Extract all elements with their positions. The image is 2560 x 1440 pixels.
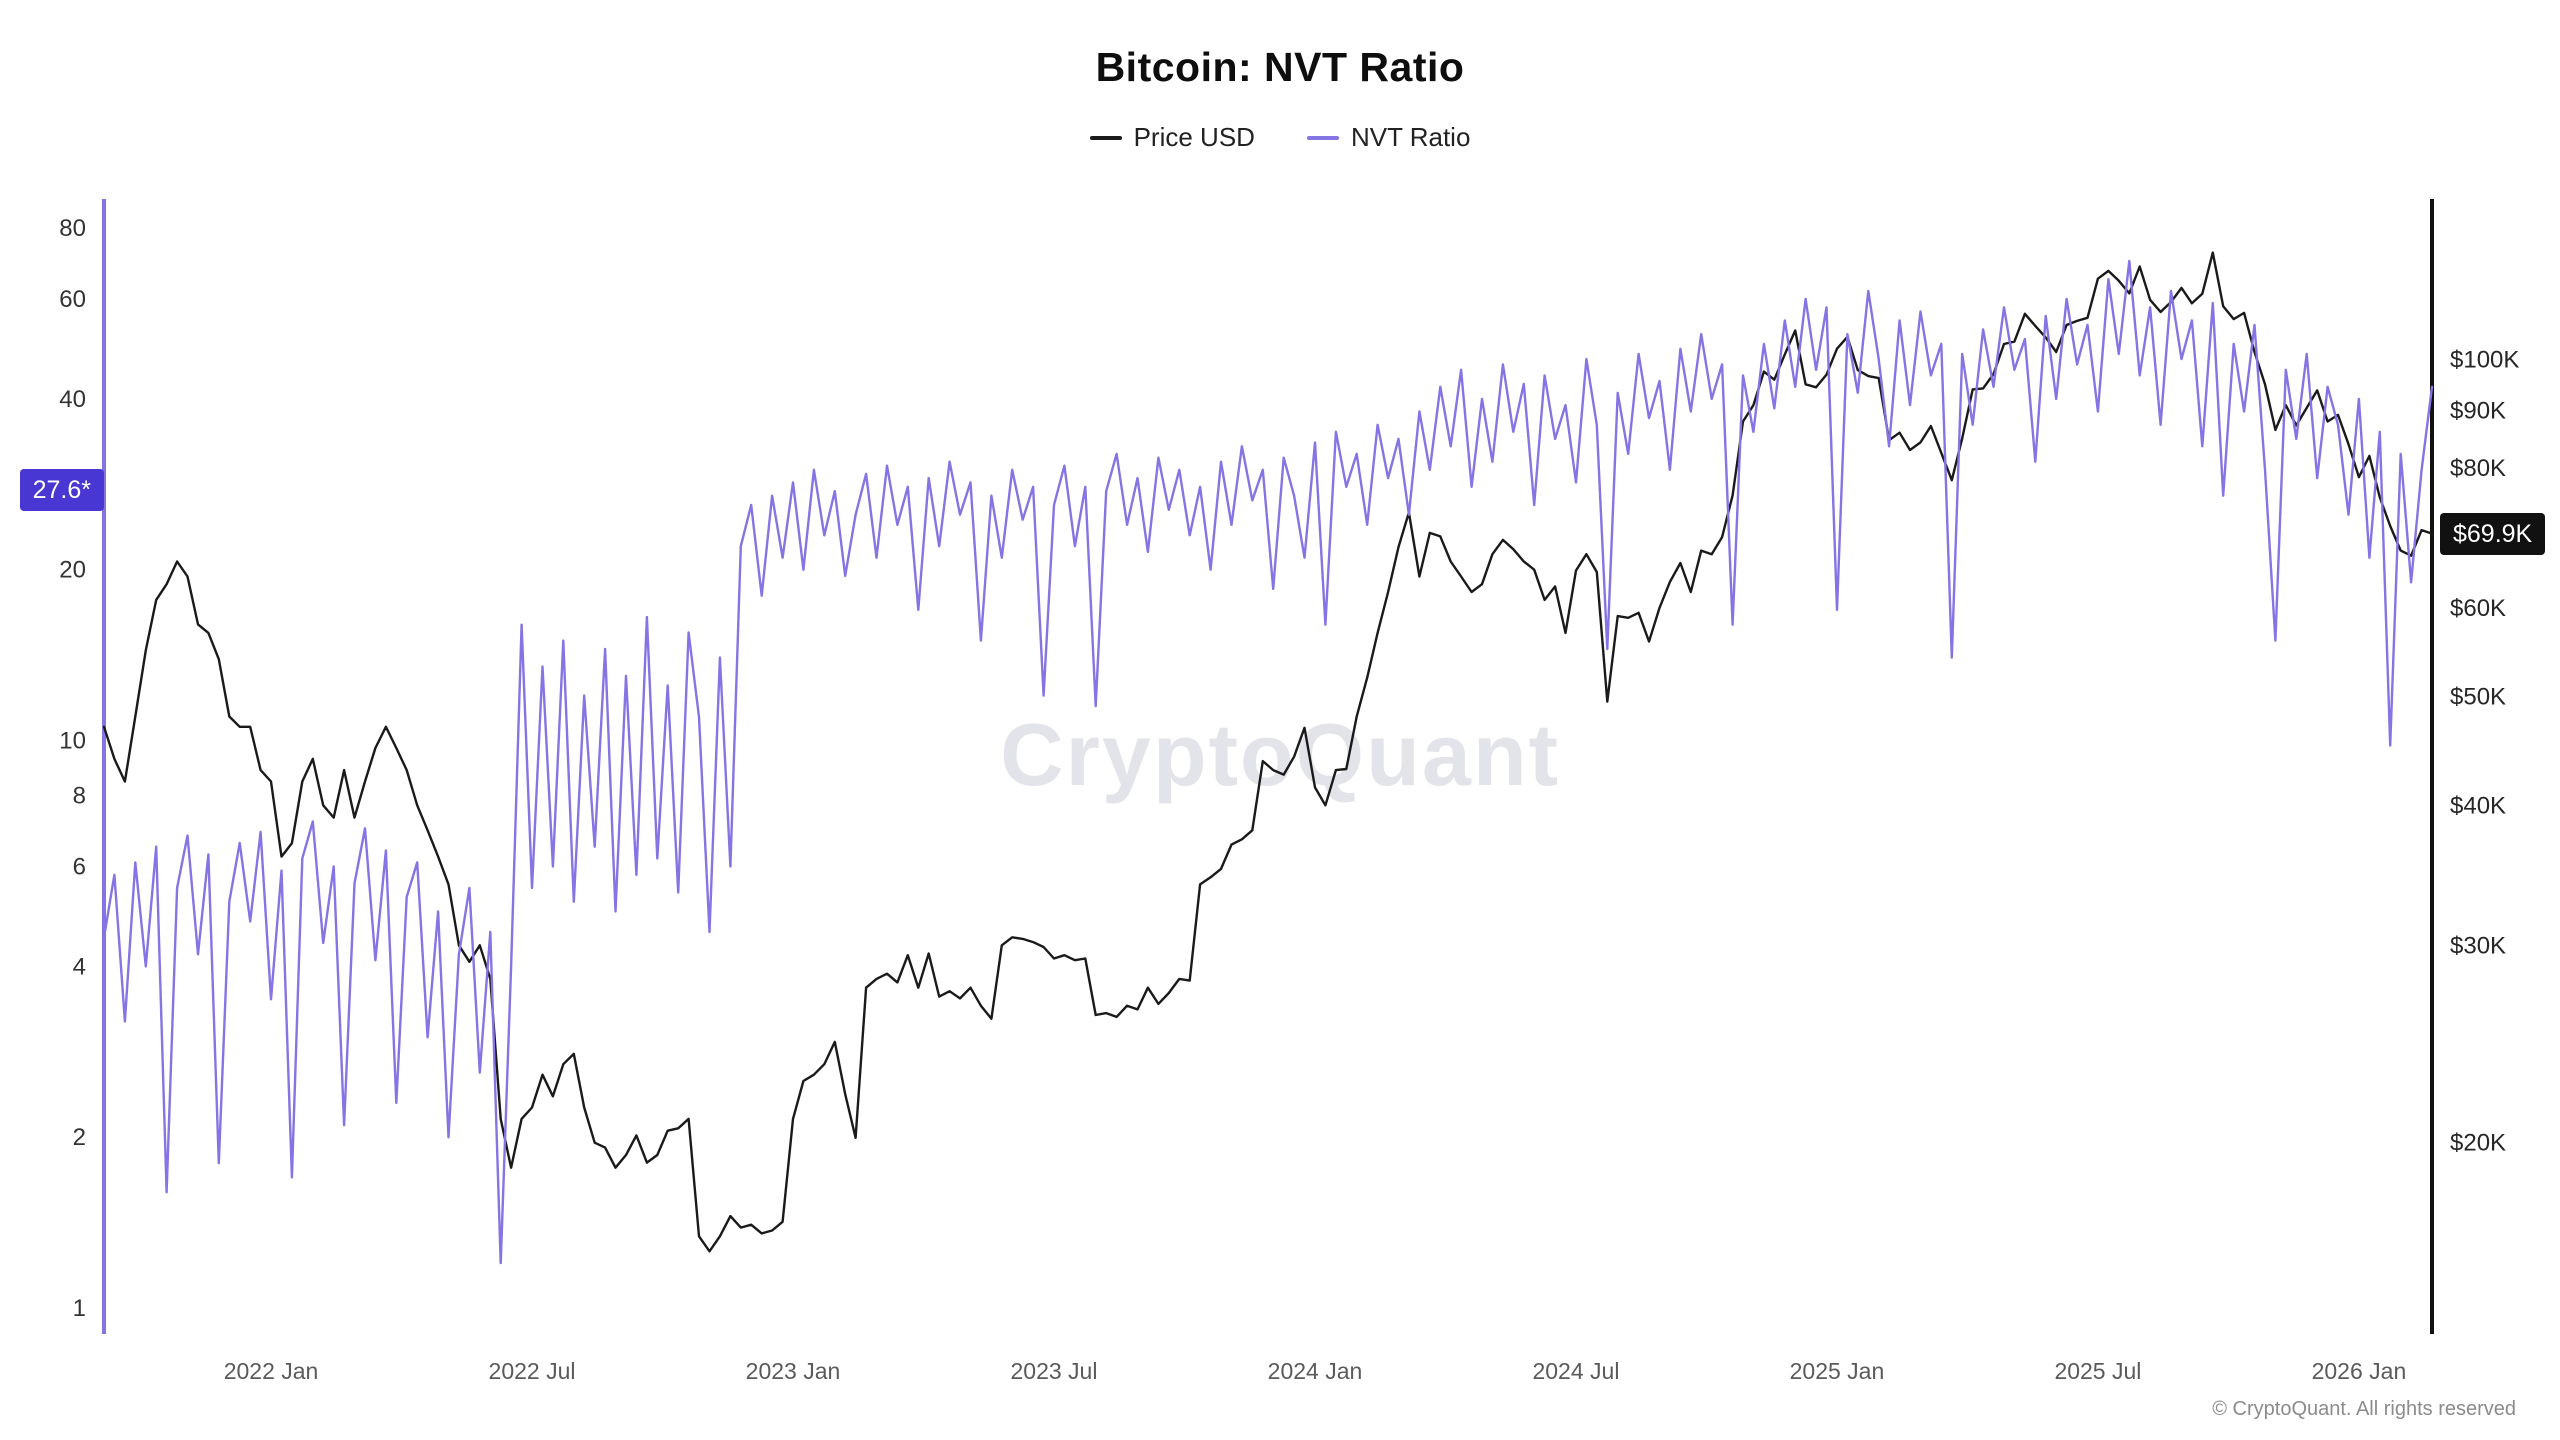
right-axis-tick-label: $30K <box>2450 932 2506 959</box>
x-axis-tick-label: 2023 Jul <box>1011 1358 1098 1384</box>
left-axis-tick-label: 10 <box>59 728 86 755</box>
left-axis-tick-label: 80 <box>59 215 86 242</box>
left-axis-tick-label: 1 <box>73 1295 86 1322</box>
left-axis-tick-label: 2 <box>73 1124 86 1151</box>
page-title: Bitcoin: NVT Ratio <box>1095 44 1465 90</box>
x-axis-tick-label: 2025 Jul <box>2054 1358 2141 1384</box>
legend: Price USD NVT Ratio <box>0 122 2560 153</box>
x-axis-tick-label: 2024 Jan <box>1268 1358 1363 1384</box>
series-line-price-usd <box>102 251 2434 1253</box>
left-axis-tick-label: 4 <box>73 953 86 980</box>
left-axis-tick-label: 40 <box>59 386 86 413</box>
right-axis-tick-label: $60K <box>2450 595 2506 622</box>
right-axis-tick-label: $80K <box>2450 455 2506 482</box>
x-axis-tick-label: 2024 Jul <box>1532 1358 1619 1384</box>
x-axis-tick-label: 2023 Jan <box>746 1358 841 1384</box>
legend-item-nvt-ratio[interactable]: NVT Ratio <box>1306 122 1471 153</box>
x-axis-tick-label: 2022 Jul <box>489 1358 576 1384</box>
x-axis-tick-label: 2022 Jan <box>224 1358 319 1384</box>
right-axis-tick-label: $40K <box>2450 792 2506 819</box>
legend-price-usd-label: Price USD <box>1133 122 1255 152</box>
left-axis-tick-label: 60 <box>59 286 86 313</box>
right-axis-tick-label: $20K <box>2450 1130 2506 1157</box>
right-axis-tick-label: $90K <box>2450 398 2506 425</box>
x-axis-tick-label: 2026 Jan <box>2312 1358 2407 1384</box>
left-axis-tick-label: 20 <box>59 557 86 584</box>
right-axis-tick-label: $100K <box>2450 346 2519 373</box>
copyright-notice: © CryptoQuant. All rights reserved <box>2212 1398 2516 1420</box>
series-line-nvt-ratio <box>102 259 2434 1265</box>
right-axis-tick-label: $50K <box>2450 684 2506 711</box>
x-axis-tick-label: 2025 Jan <box>1790 1358 1885 1384</box>
price-current-value-badge: $69.9K <box>2440 512 2546 555</box>
legend-item-price-usd[interactable]: Price USD <box>1089 122 1255 153</box>
nvt-current-value-badge: 27.6* <box>19 469 104 512</box>
left-axis-tick-label: 8 <box>73 783 86 810</box>
price-usd-line-swatch <box>1089 135 1122 140</box>
left-axis-tick-label: 6 <box>73 853 86 880</box>
cryptoquant-watermark: CryptoQuant <box>1000 705 1560 804</box>
nvt-ratio-line-swatch <box>1306 135 1339 140</box>
legend-nvt-ratio-label: NVT Ratio <box>1350 122 1471 152</box>
